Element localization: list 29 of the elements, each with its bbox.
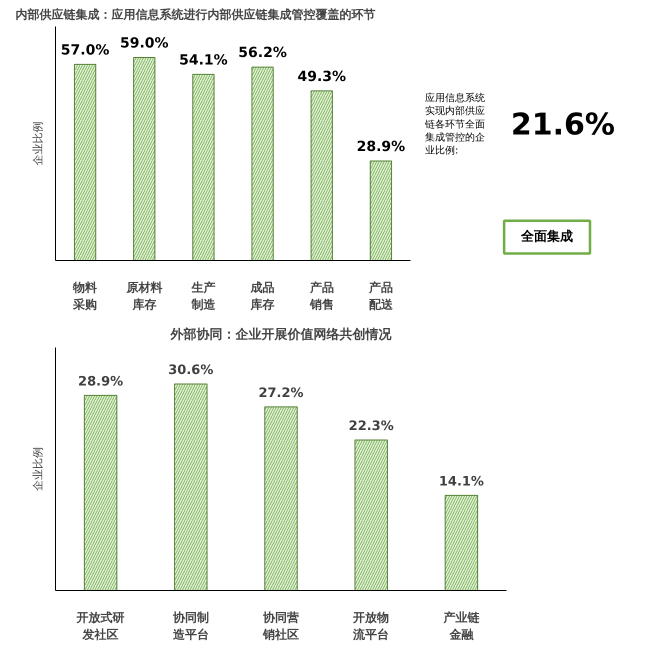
data-label: 14.1% [438,474,484,490]
x-tick-label: 原材料库存 [125,280,162,312]
text: 全面集成 [520,230,574,245]
data-label: 28.9% [78,374,124,390]
data-label: 56.2% [238,45,287,62]
data-label: 30.6% [168,362,214,378]
data-label: 28.9% [356,139,406,156]
x-tick-label: 开放式研发社区 [76,610,125,642]
text: 应用信息系统实现内部供应链各环节全面集成管控的企业比例: [424,92,486,157]
x-tick-label: 产品销售 [308,280,334,312]
data-label: 49.3% [297,68,346,85]
x-tick-label: 协同制造平台 [172,610,209,642]
chart-title: 外部协同：企业开展价值网络共创情况 [170,326,392,342]
chart-title: 内部供应链集成：应用信息系统进行内部供应链集成管控覆盖的环节 [16,8,376,22]
x-tick-label: 开放物流平台 [352,610,390,642]
data-label: 27.2% [258,386,304,401]
y-axis-title: 企业比例 [32,122,44,166]
x-tick-label: 产品配送 [368,280,394,312]
x-tick-label: 物料采购 [72,280,98,312]
data-label: 59.0% [120,35,169,52]
data-label: 57.0% [60,42,110,58]
x-tick-label: 成品库存 [250,280,275,312]
data-label: 54.1% [179,52,228,68]
y-axis-title: 企业比例 [32,447,44,491]
x-tick-label: 产业链金融 [442,610,480,642]
x-tick-label: 生产制造 [190,280,216,312]
x-tick-label: 协同营销社区 [262,610,299,642]
data-label: 22.3% [348,418,394,434]
text: 21.6% [510,107,615,142]
